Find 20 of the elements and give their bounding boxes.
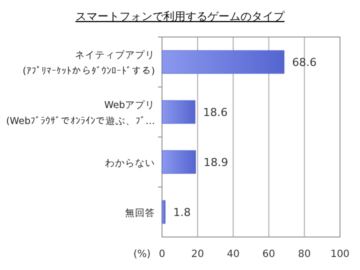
data-label: 68.6 (292, 56, 317, 69)
bar (162, 50, 284, 74)
x-tick-label: 100 (330, 249, 350, 260)
data-label: 18.9 (204, 156, 228, 169)
x-tick-label: 0 (158, 249, 166, 260)
x-tick-label: 20 (191, 249, 204, 260)
x-tick-label: 40 (226, 249, 240, 260)
bar (162, 100, 196, 124)
y-tick-label: ネイティブアプリ (ｱﾌﾟﾘﾏｰｹｯﾄからﾀﾞｳﾝﾛｰﾄﾞする) (22, 49, 155, 77)
x-tick-label: 60 (262, 249, 276, 260)
data-label: 18.6 (203, 106, 228, 119)
x-axis-title: (%) (133, 249, 151, 260)
y-tick-label: わからない (105, 158, 155, 169)
bar (162, 150, 196, 174)
chart-title: スマートフォンで利用するゲームのタイプ (76, 10, 286, 23)
data-label: 1.8 (173, 206, 191, 219)
y-tick-label: Webアプリ (Webﾌﾞﾗｳｻﾞでｵﾝﾗｲﾝで遊ぶ、ﾌﾞ… (6, 99, 155, 127)
bar (162, 200, 166, 224)
y-tick-label: 無回答 (125, 207, 155, 219)
x-tick-label: 80 (298, 249, 311, 260)
